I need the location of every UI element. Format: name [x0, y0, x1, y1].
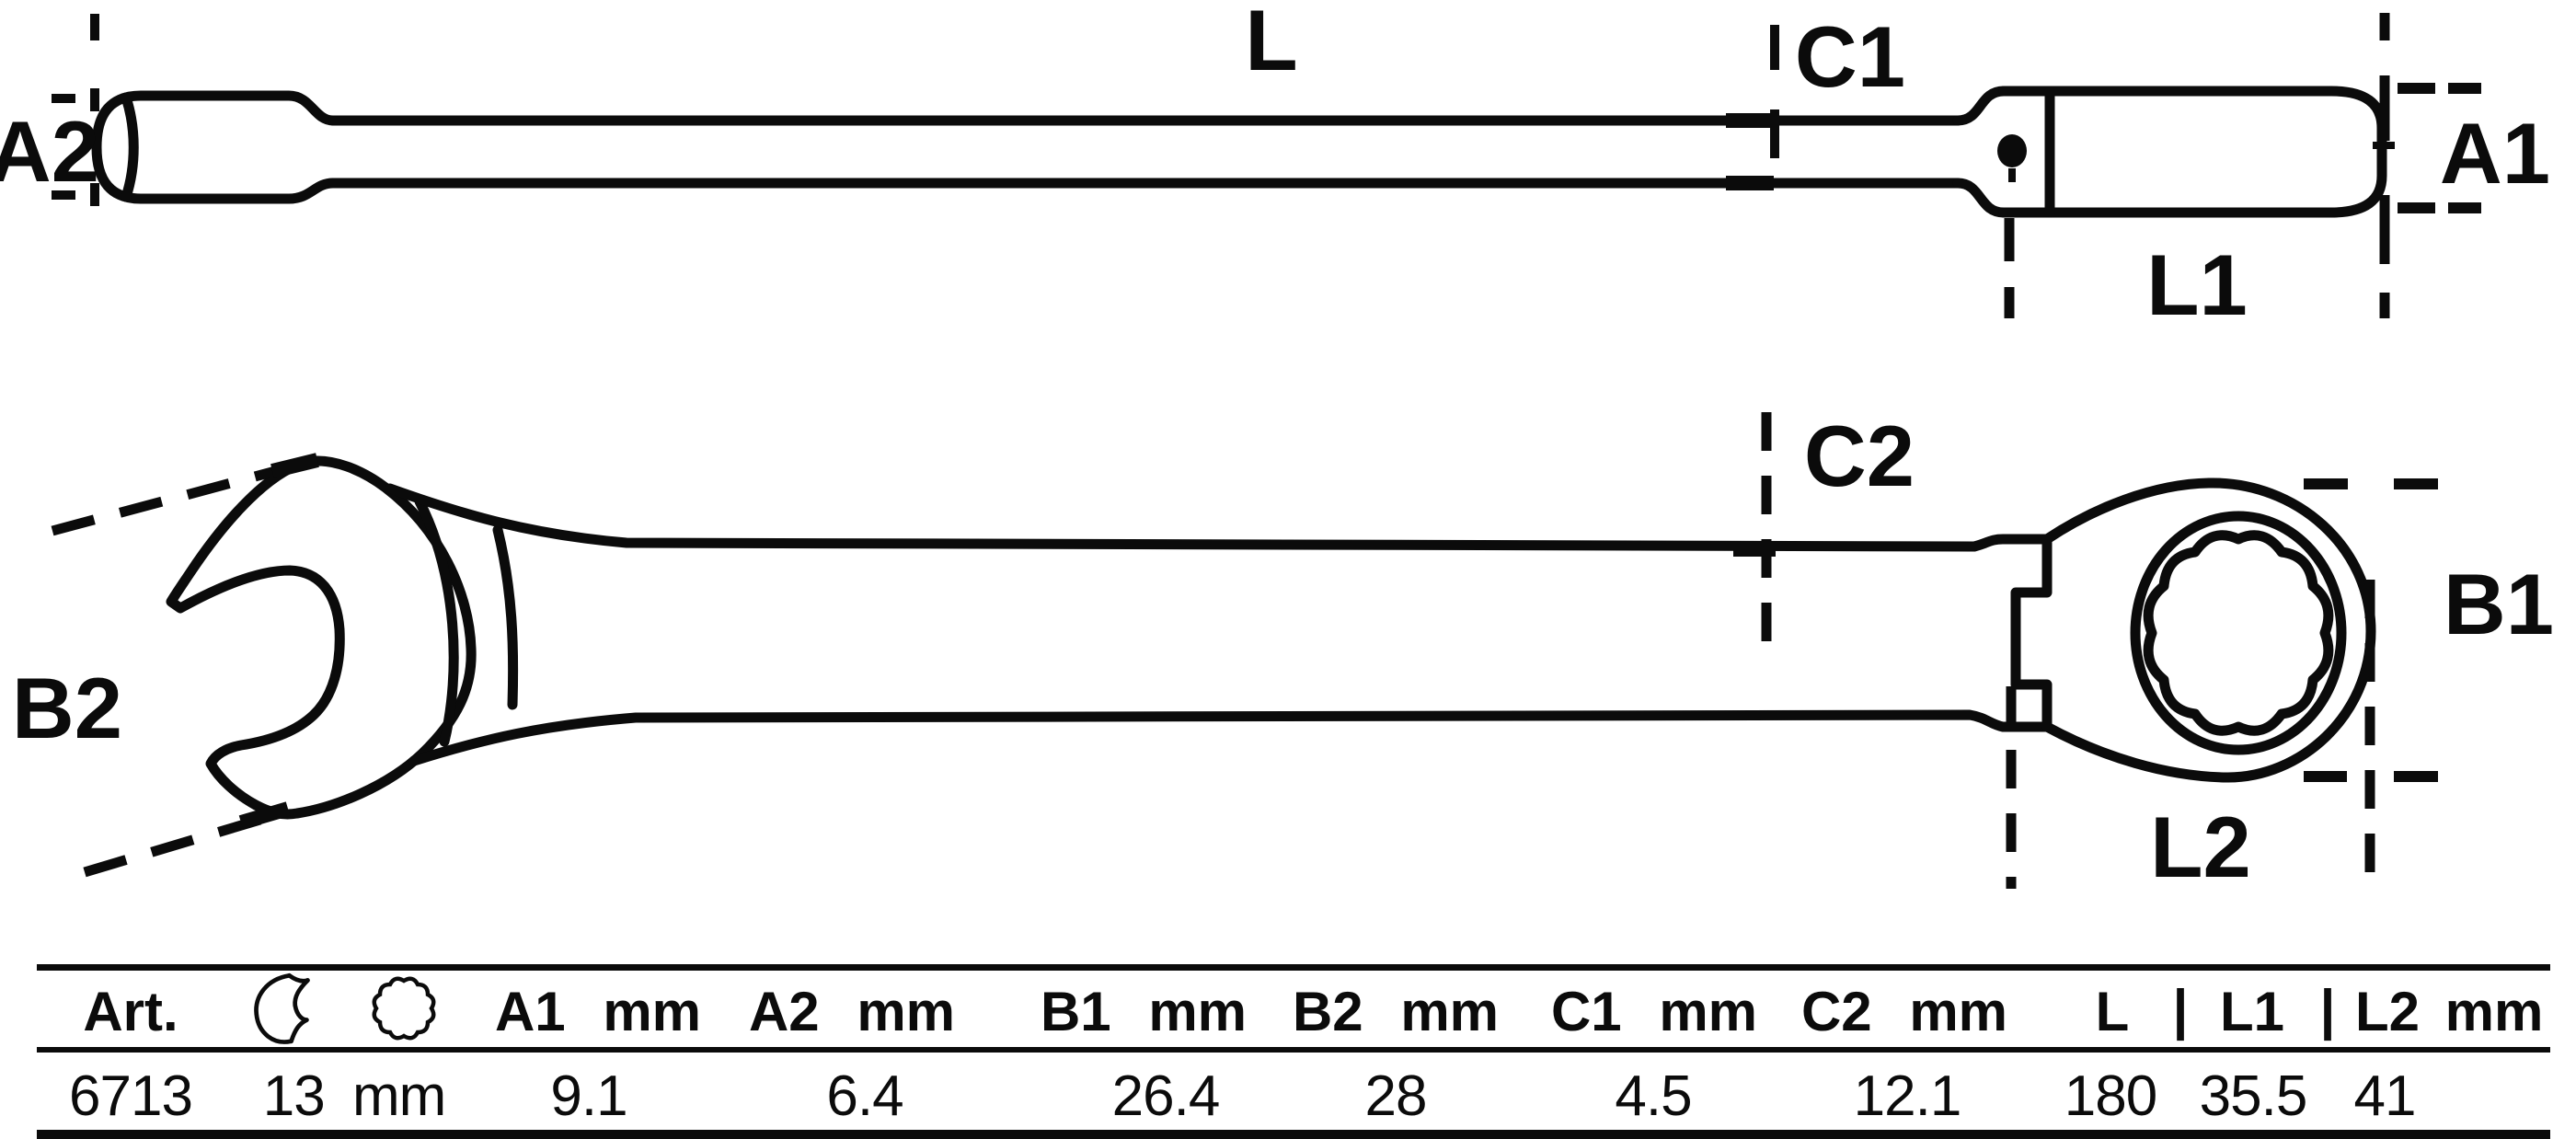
col-header-c2: C2 mm [1800, 981, 2008, 1042]
cell-a2: 6.4 [826, 1064, 903, 1128]
pivot-pin-dot [1997, 134, 2027, 167]
b2-upper-tick [270, 453, 319, 478]
col-header-sep1: | [2172, 979, 2189, 1041]
c1-shaft-ticks [1726, 113, 1774, 190]
table-top-border [37, 964, 2550, 971]
cell-a1: 9.1 [550, 1064, 627, 1128]
twelve-point-ring-icon [372, 976, 436, 1041]
col-header-l: L [2095, 981, 2130, 1042]
ring-inner-ellipse [2130, 511, 2347, 755]
col-header-art: Art. [83, 981, 178, 1042]
dim-label-a2: A2 [0, 103, 99, 200]
b2-upper-dashed-line [51, 457, 308, 536]
cell-l2: 41 [2353, 1064, 2417, 1128]
dim-label-c1: C1 [1795, 8, 1905, 105]
shaft-side [328, 115, 1963, 189]
table-header-divider [37, 1047, 2550, 1053]
col-header-a2: A2 mm [748, 981, 956, 1042]
dim-label-b1: B1 [2444, 556, 2554, 652]
col-header-a1: A1 mm [494, 981, 702, 1042]
col-header-l2: L2 [2354, 981, 2421, 1042]
bottom-view: B2 C2 B1 L2 [12, 408, 2554, 895]
handle-outline [91, 90, 339, 204]
b2-lower-tick [238, 801, 291, 830]
cell-c2: 12.1 [1853, 1064, 1962, 1128]
ratchet-head-side [1998, 86, 2387, 218]
dim-label-a1: A1 [2440, 105, 2550, 201]
a2-dimension-marks [52, 14, 99, 206]
cell-art-number: 6713 [69, 1064, 193, 1128]
dim-label-l2: L2 [2150, 799, 2251, 895]
dim-label-b2: B2 [12, 660, 122, 756]
open-end-wrench-icon [254, 972, 310, 1044]
cell-c1: 4.5 [1615, 1064, 1692, 1128]
table-bottom-border [37, 1130, 2550, 1139]
b1-dashes [2304, 478, 2438, 782]
open-end-head-outline [166, 455, 477, 820]
shaft-plan [385, 483, 2053, 766]
cell-b2: 28 [1364, 1064, 1428, 1128]
col-header-b2: B2 mm [1292, 981, 1500, 1042]
col-header-l1: L1 [2219, 981, 2285, 1042]
cell-size: 13 mm [262, 1064, 446, 1128]
top-view: A2 L C1 A1 L1 [0, 0, 2550, 333]
dim-label-c2: C2 [1804, 408, 1915, 504]
cell-b1: 26.4 [1111, 1064, 1221, 1128]
cell-l1: 35.5 [2199, 1064, 2308, 1128]
cell-l: 180 [2064, 1064, 2157, 1128]
dim-label-l: L [1245, 0, 1297, 88]
col-header-sep2: | [2319, 979, 2336, 1041]
col-header-b1: B1 mm [1040, 981, 1248, 1042]
a1-dashes [2398, 83, 2481, 213]
dim-label-l1: L1 [2146, 236, 2248, 333]
ring-12-point-socket [2143, 530, 2334, 736]
handle-endcap-arc [121, 92, 139, 202]
neck-side [1952, 86, 2009, 218]
col-header-mm: mm [2444, 981, 2544, 1042]
col-header-c1: C1 mm [1550, 981, 1758, 1042]
open-end-chamfer-arcs [414, 496, 519, 747]
